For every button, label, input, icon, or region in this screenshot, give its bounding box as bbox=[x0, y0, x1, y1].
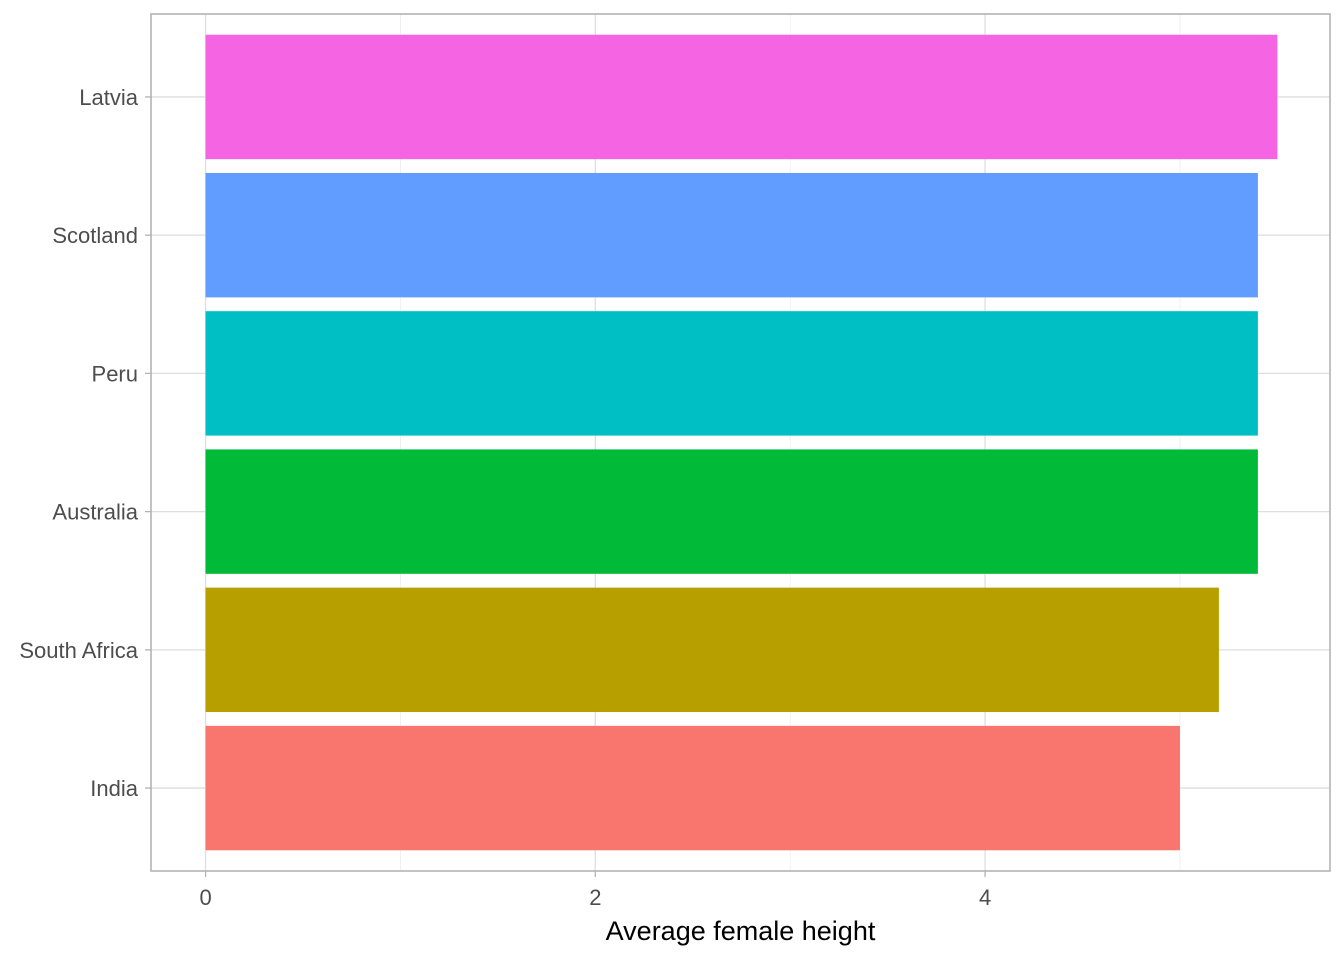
y-tick-label: South Africa bbox=[19, 638, 138, 663]
bar-south-africa bbox=[205, 587, 1219, 713]
y-tick-label: Scotland bbox=[52, 223, 138, 248]
bar-india bbox=[205, 725, 1180, 851]
x-tick-label: 0 bbox=[199, 885, 211, 910]
bar-peru bbox=[205, 311, 1258, 436]
x-tick-label: 4 bbox=[979, 885, 991, 910]
y-tick-label: Australia bbox=[52, 500, 138, 525]
bar-australia bbox=[205, 449, 1258, 574]
x-axis-title: Average female height bbox=[606, 916, 876, 946]
y-tick-label: Peru bbox=[92, 361, 138, 386]
x-tick-label: 2 bbox=[589, 885, 601, 910]
y-tick-label: Latvia bbox=[79, 85, 138, 110]
y-tick-label: India bbox=[90, 776, 138, 801]
bars bbox=[205, 34, 1278, 851]
x-axis: 0 2 4 bbox=[199, 871, 991, 910]
bar-scotland bbox=[205, 172, 1258, 298]
y-axis: India South Africa Australia Peru Scotland La… bbox=[19, 85, 151, 801]
bar-latvia bbox=[205, 34, 1278, 160]
panel-border bbox=[150, 13, 1331, 872]
